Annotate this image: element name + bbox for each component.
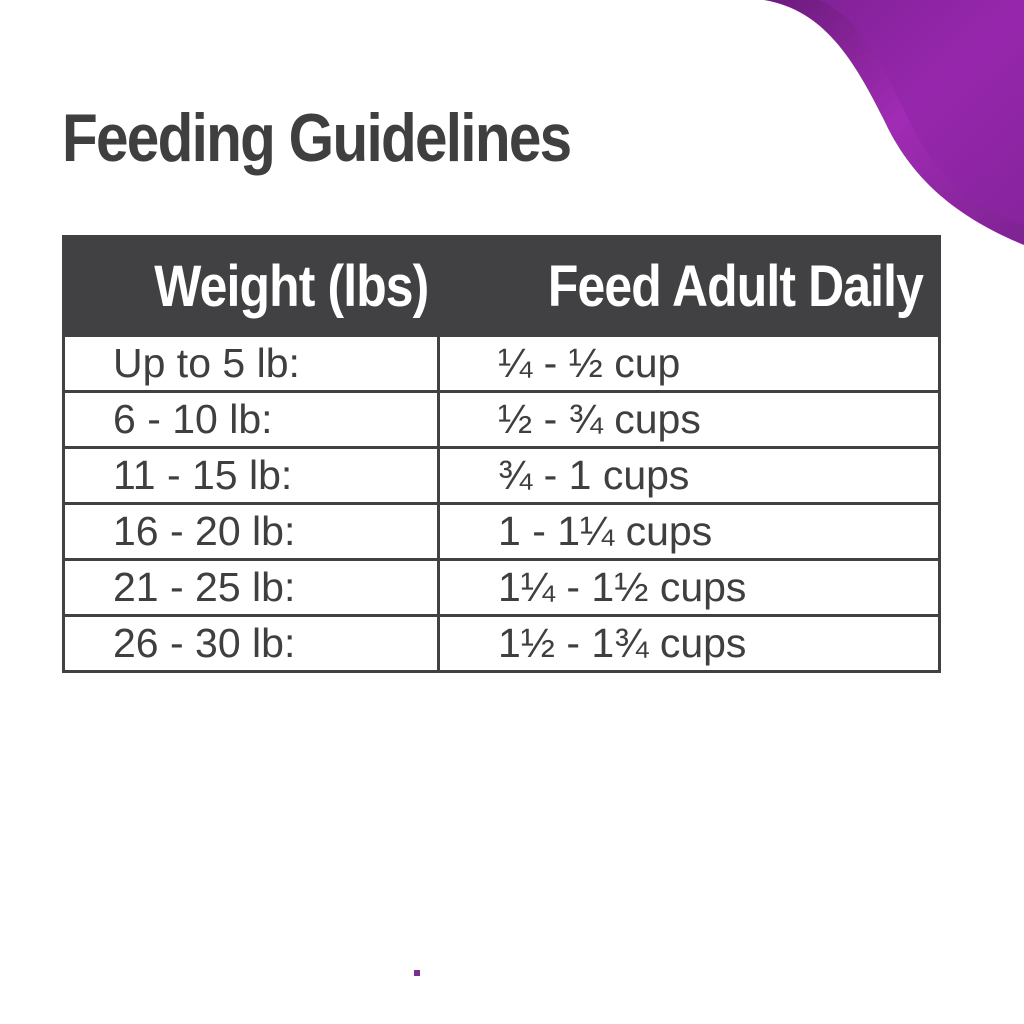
table-row: 6 - 10 lb: ½ - ¾ cups: [62, 390, 941, 449]
table-row: 11 - 15 lb: ¾ - 1 cups: [62, 446, 941, 505]
weight-cell: 11 - 15 lb:: [62, 446, 440, 505]
weight-cell: 6 - 10 lb:: [62, 390, 440, 449]
weight-cell: 21 - 25 lb:: [62, 558, 440, 617]
weight-cell: 16 - 20 lb:: [62, 502, 440, 561]
weight-cell: 26 - 30 lb:: [62, 614, 440, 673]
feed-column-header: Feed Adult Daily: [437, 235, 941, 337]
feed-amount-cell: 1½ - 1¾ cups: [437, 614, 941, 673]
weight-column-header: Weight (lbs): [62, 235, 440, 337]
feed-amount-cell: ¼ - ½ cup: [437, 334, 941, 393]
table-row: 26 - 30 lb: 1½ - 1¾ cups: [62, 614, 941, 673]
table-row: 16 - 20 lb: 1 - 1¼ cups: [62, 502, 941, 561]
feed-amount-cell: 1 - 1¼ cups: [437, 502, 941, 561]
decorative-dot: [414, 970, 420, 976]
corner-swoosh-decoration: [764, 0, 1024, 245]
feed-amount-cell: 1¼ - 1½ cups: [437, 558, 941, 617]
table-row: 21 - 25 lb: 1¼ - 1½ cups: [62, 558, 941, 617]
table-header-row: Weight (lbs) Feed Adult Daily: [62, 235, 941, 337]
page-title: Feeding Guidelines: [62, 100, 572, 176]
feeding-table: Weight (lbs) Feed Adult Daily Up to 5 lb…: [62, 235, 941, 673]
weight-cell: Up to 5 lb:: [62, 334, 440, 393]
table-row: Up to 5 lb: ¼ - ½ cup: [62, 334, 941, 393]
feed-amount-cell: ¾ - 1 cups: [437, 446, 941, 505]
feed-amount-cell: ½ - ¾ cups: [437, 390, 941, 449]
